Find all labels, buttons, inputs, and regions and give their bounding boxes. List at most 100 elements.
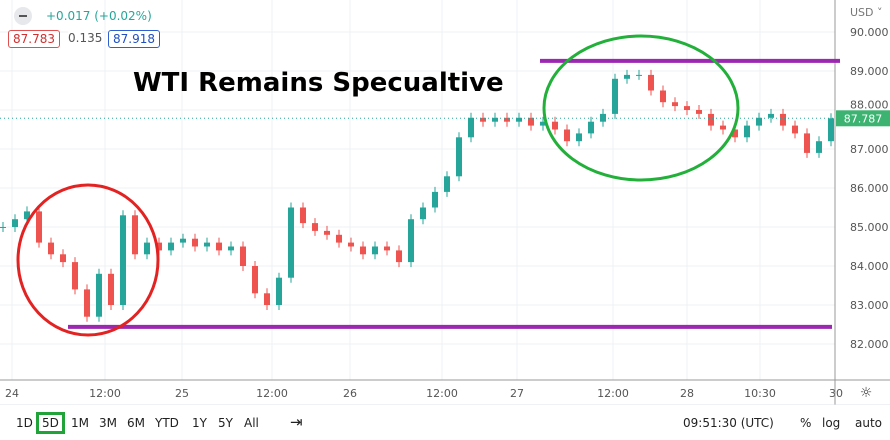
candle-body: [612, 78, 618, 114]
candle-body: [96, 273, 102, 317]
candle-body: [276, 277, 282, 305]
chart-title: WTI Remains Specualtive: [133, 68, 504, 98]
candle-body: [204, 242, 210, 247]
candle-body: [180, 238, 186, 243]
range-1m[interactable]: 1M: [71, 416, 89, 430]
chevron-down-icon: ˅: [873, 6, 883, 19]
candle-body: [132, 215, 138, 255]
candle-body: [108, 273, 114, 305]
green-circle-annotation: [542, 34, 740, 182]
candle-body: [624, 74, 630, 79]
candle-body: [552, 121, 558, 130]
candle-body: [492, 117, 498, 122]
red-circle-annotation: [16, 183, 160, 337]
candle-body: [660, 90, 666, 103]
range-1y[interactable]: 1Y: [192, 416, 207, 430]
x-tick-label: 26: [343, 387, 357, 400]
candle-body: [156, 242, 162, 251]
range-ytd[interactable]: YTD: [155, 416, 179, 430]
range-1d[interactable]: 1D: [16, 416, 33, 430]
settings-icon[interactable]: ☼: [860, 385, 873, 401]
candle-body: [420, 207, 426, 220]
y-tick-label: 85.000: [850, 221, 889, 234]
last-price-label: 87.787: [844, 112, 883, 125]
candle-body: [192, 238, 198, 247]
auto-toggle[interactable]: auto: [855, 416, 883, 430]
candle-body: [72, 262, 78, 290]
candle-body: [324, 230, 330, 235]
candle-body: [252, 266, 258, 294]
currency-select[interactable]: USD ˅: [850, 6, 883, 19]
candle-body: [288, 207, 294, 278]
candle-body: [588, 121, 594, 134]
currency-label: USD: [850, 6, 874, 19]
candle-body: [732, 129, 738, 138]
bottom-toolbar: 1D 5D 1M 3M 6M YTD 1Y 5Y All ⇥ 09:51:30 …: [0, 405, 890, 440]
candle-body: [408, 219, 414, 263]
bid-price[interactable]: 87.783: [8, 30, 60, 48]
price-chart[interactable]: 24 12:00 25 12:00 26 12:00 27 12:00 28 10:30 30 82.…: [0, 0, 890, 405]
candle-body: [792, 125, 798, 134]
range-5y[interactable]: 5Y: [218, 416, 233, 430]
candle-body: [84, 289, 90, 317]
percent-toggle[interactable]: %: [800, 416, 812, 430]
candle-body: [756, 117, 762, 126]
candle-body: [720, 125, 726, 130]
candle-body: [360, 246, 366, 255]
spread: 0.135: [68, 30, 103, 46]
candle-body: [228, 246, 234, 251]
candle-body: [564, 129, 570, 142]
candle-body: [312, 223, 318, 231]
candle-body: [684, 106, 690, 110]
candle-body: [36, 211, 42, 243]
candle-body: [432, 191, 438, 208]
candle-body: [600, 113, 606, 122]
candle-body: [456, 137, 462, 177]
candle-body: [528, 117, 534, 126]
candle-body: [828, 118, 834, 142]
price-change: +0.017 (+0.02%): [46, 9, 152, 23]
x-tick-label: 12:00: [89, 387, 121, 400]
y-tick-label: 82.000: [850, 338, 889, 351]
candle-body: [636, 74, 642, 76]
candle-body: [744, 125, 750, 138]
candle-body: [12, 219, 18, 227]
candle-body: [540, 121, 546, 126]
candle-body: [696, 110, 702, 114]
candle-body: [672, 102, 678, 107]
candle-body: [648, 74, 654, 91]
candle-body: [24, 211, 30, 220]
date-range-icon[interactable]: ⇥: [290, 413, 303, 431]
range-6m[interactable]: 6M: [127, 416, 145, 430]
collapse-legend-button[interactable]: [14, 7, 32, 25]
last-price-tag: [836, 110, 890, 127]
candle-body: [396, 250, 402, 263]
x-tick-label: 12:00: [426, 387, 458, 400]
candle-body: [516, 117, 522, 122]
candle-body: [708, 113, 714, 126]
clock-time: 09:51:30 (UTC): [683, 416, 774, 430]
candle-body: [60, 254, 66, 263]
candle-body: [816, 141, 822, 153]
log-toggle[interactable]: log: [822, 416, 841, 430]
range-all[interactable]: All: [244, 416, 259, 430]
ask-price[interactable]: 87.918: [108, 30, 160, 48]
candle-body: [168, 242, 174, 251]
x-tick-label: 24: [5, 387, 19, 400]
y-tick-label: 90.000: [850, 26, 889, 39]
candle-body: [240, 246, 246, 266]
range-3m[interactable]: 3M: [99, 416, 117, 430]
candle-body: [504, 117, 510, 122]
candle-body: [144, 242, 150, 255]
candle-body: [468, 117, 474, 138]
y-tick-label: 84.000: [850, 260, 889, 273]
y-tick-label: 89.000: [850, 65, 889, 78]
y-tick-label: 88.000: [850, 98, 889, 111]
candle-body: [444, 176, 450, 192]
range-5d[interactable]: 5D: [36, 412, 65, 434]
x-tick-label: 28: [680, 387, 694, 400]
x-tick-label: 10:30: [744, 387, 776, 400]
candle-body: [120, 215, 126, 305]
candle-body: [348, 242, 354, 247]
candle-body: [0, 227, 6, 228]
